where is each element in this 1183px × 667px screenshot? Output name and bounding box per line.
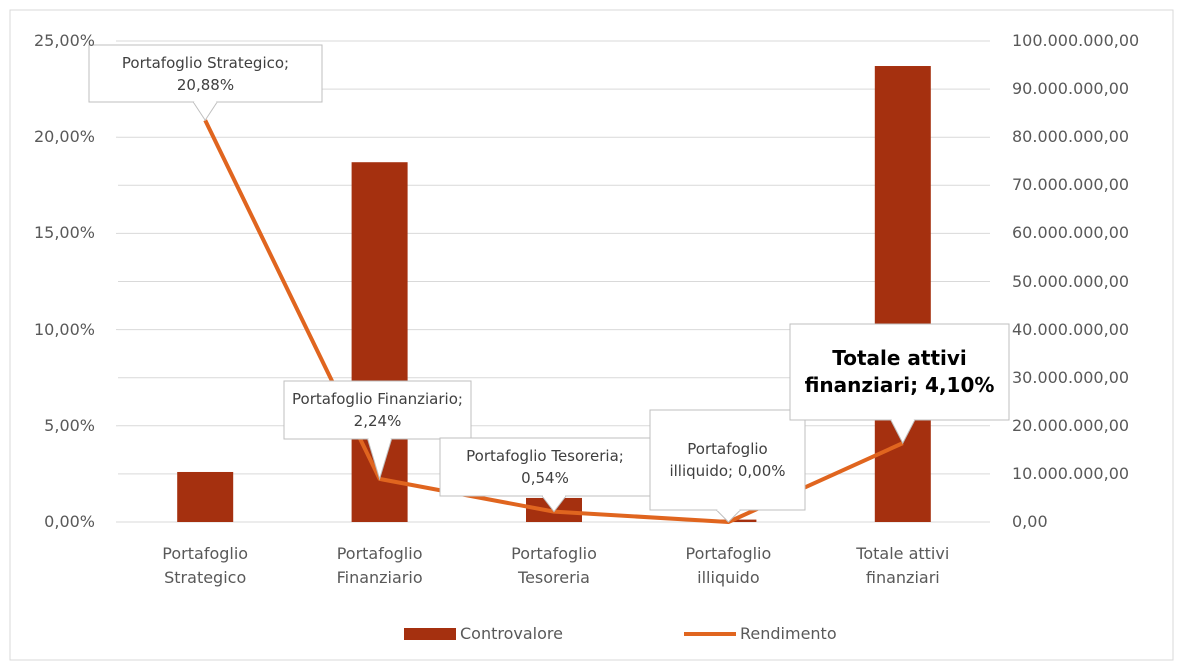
y2-tick-label: 80.000.000,00 (1012, 127, 1130, 147)
callout-pointer (367, 438, 393, 481)
y2-tick-label: 70.000.000,00 (1012, 175, 1130, 195)
y2-tick-label: 40.000.000,00 (1012, 319, 1130, 339)
data-label: Totale attivi finanziari; 4,10% (804, 346, 995, 397)
bar (874, 66, 931, 523)
legend-swatch (404, 628, 456, 640)
y-tick-label: 5,00% (44, 415, 95, 435)
y-tick-label: 10,00% (33, 319, 95, 339)
y2-tick-label: 0,00 (1012, 512, 1048, 531)
x-tick-label: Portafoglio Finanziario (336, 544, 423, 587)
y-tick-label: 0,00% (44, 512, 95, 531)
callout-pointer (890, 419, 916, 445)
y2-tick-label: 50.000.000,00 (1012, 271, 1130, 291)
legend-label: Controvalore (460, 624, 563, 643)
x-tick-label: Totale attivi finanziari (856, 544, 950, 587)
y2-tick-label: 100.000.000,00 (1012, 31, 1140, 50)
bar (177, 471, 234, 522)
y-tick-label: 20,00% (33, 127, 95, 147)
data-label: Portafoglio Finanziario; 2,24% (292, 390, 463, 430)
data-label: Portafoglio Strategico; 20,88% (121, 53, 290, 94)
callout (789, 323, 1010, 421)
y-tick-label: 15,00% (33, 223, 95, 243)
x-tick-label: Portafoglio illiquido (685, 544, 772, 587)
callout-pointer (541, 495, 567, 513)
callout-pointer (716, 509, 741, 523)
y2-tick-label: 60.000.000,00 (1012, 223, 1130, 243)
y2-tick-label: 20.000.000,00 (1012, 415, 1130, 435)
x-tick-label: Portafoglio Strategico (162, 544, 249, 587)
callout-pointer (192, 101, 218, 122)
data-label: Portafoglio illiquido; 0,00% (669, 440, 786, 480)
data-label: Portafoglio Tesoreria; 0,54% (466, 447, 624, 487)
callout (649, 409, 806, 511)
y-tick-label: 25,00% (33, 31, 95, 50)
y2-tick-label: 90.000.000,00 (1012, 79, 1130, 99)
y2-tick-label: 10.000.000,00 (1012, 463, 1130, 483)
y2-tick-label: 30.000.000,00 (1012, 367, 1130, 387)
callout (88, 44, 323, 103)
x-tick-label: Portafoglio Tesoreria (511, 544, 597, 587)
legend-label: Rendimento (740, 624, 837, 643)
chart-border (9, 9, 1174, 661)
